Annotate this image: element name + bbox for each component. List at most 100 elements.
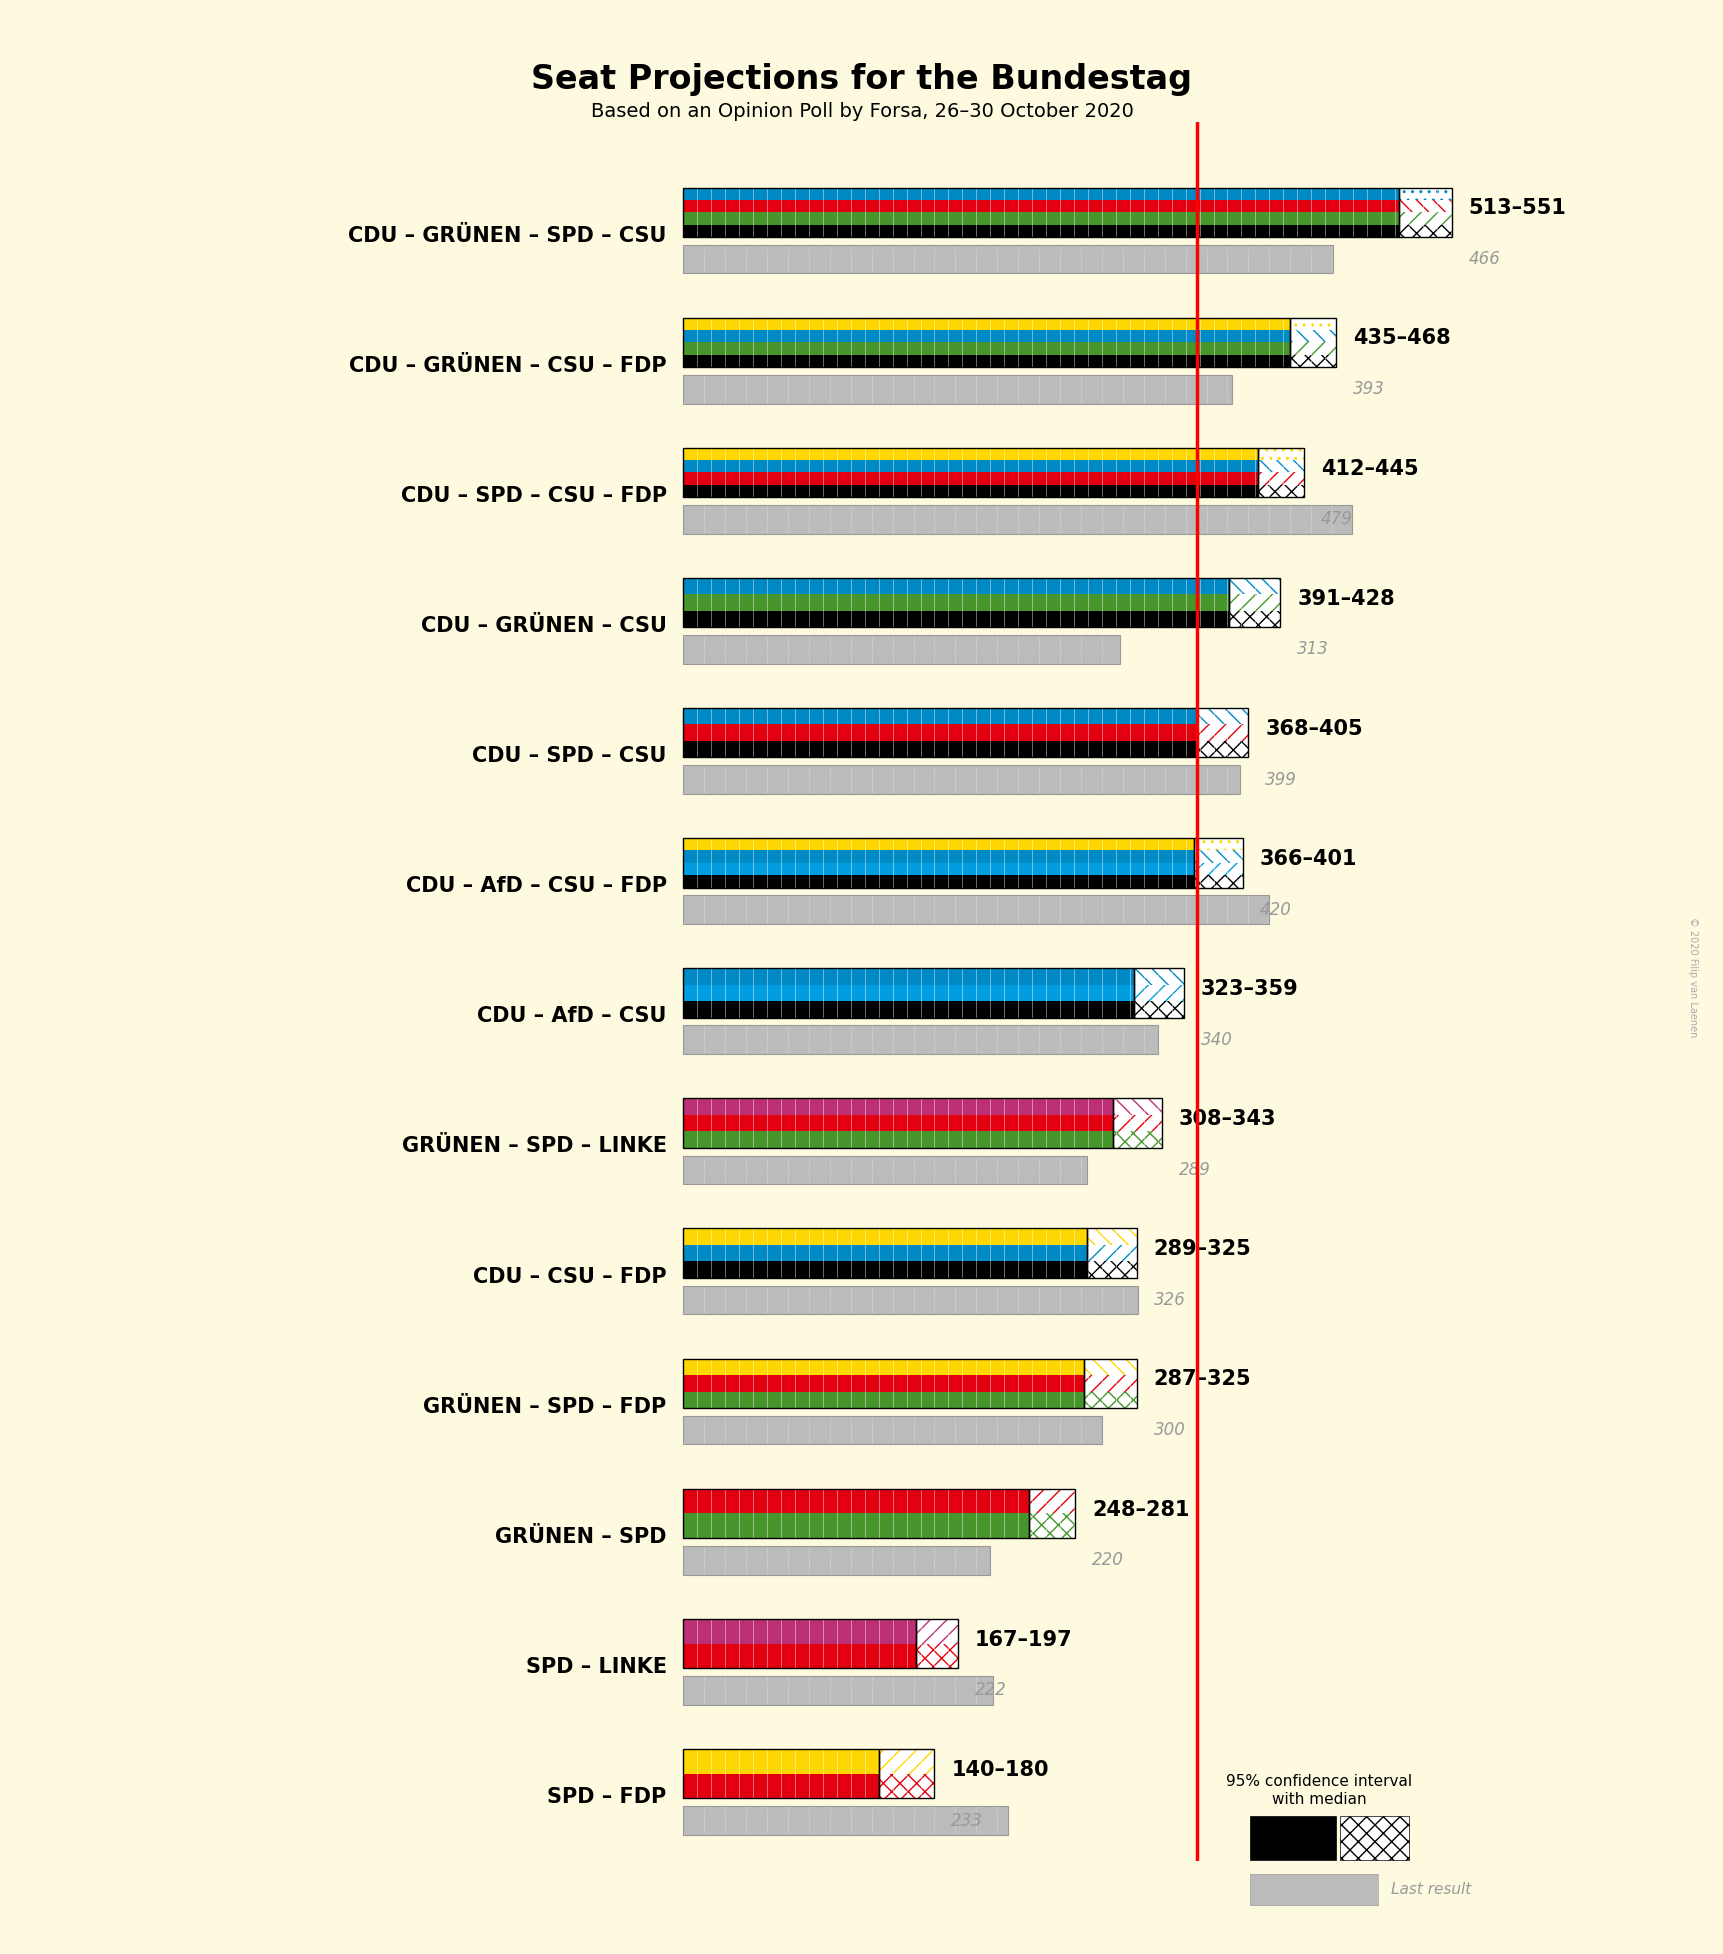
Bar xyxy=(879,1749,934,1774)
Text: 513–551: 513–551 xyxy=(1468,199,1566,219)
Bar xyxy=(682,1155,1085,1184)
Bar xyxy=(1258,459,1303,473)
Bar xyxy=(682,578,1228,594)
Text: 220: 220 xyxy=(1091,1551,1123,1569)
Text: 479: 479 xyxy=(1320,510,1353,528)
Bar xyxy=(682,1155,1085,1184)
Bar xyxy=(1289,356,1335,367)
Bar xyxy=(1113,1098,1161,1116)
Bar xyxy=(682,485,1258,496)
Bar xyxy=(1194,864,1242,875)
Bar xyxy=(682,1774,879,1798)
Text: 308–343: 308–343 xyxy=(1179,1110,1275,1129)
Bar xyxy=(682,1229,1085,1245)
Bar xyxy=(1085,1245,1135,1262)
Bar xyxy=(682,875,1194,887)
Bar xyxy=(682,707,1196,758)
Bar xyxy=(682,1026,1158,1053)
Text: CDU – SPD – CSU: CDU – SPD – CSU xyxy=(472,746,667,766)
Bar xyxy=(917,1618,958,1643)
Bar xyxy=(682,969,1134,1018)
Bar xyxy=(682,578,1228,627)
Bar xyxy=(1085,1262,1135,1278)
Bar xyxy=(1196,741,1247,758)
Bar xyxy=(682,1245,1085,1262)
Bar xyxy=(879,1774,934,1798)
Bar xyxy=(1399,188,1451,199)
Text: 140–180: 140–180 xyxy=(951,1761,1048,1780)
Bar xyxy=(1134,1000,1184,1018)
Bar xyxy=(1228,594,1280,612)
Bar xyxy=(682,199,1399,213)
Bar xyxy=(1228,594,1280,612)
Text: 248–281: 248–281 xyxy=(1091,1499,1189,1520)
Bar xyxy=(1289,319,1335,330)
Bar xyxy=(1258,485,1303,496)
Bar xyxy=(1228,612,1280,627)
Bar xyxy=(1134,969,1184,1018)
Bar xyxy=(1029,1514,1075,1538)
Bar xyxy=(1289,319,1335,367)
Bar xyxy=(879,1774,934,1798)
Bar xyxy=(1134,969,1184,985)
Text: 313: 313 xyxy=(1296,641,1328,658)
Bar xyxy=(1029,1489,1075,1538)
Bar xyxy=(682,1098,1113,1116)
Text: GRÜNEN – SPD – FDP: GRÜNEN – SPD – FDP xyxy=(424,1397,667,1417)
Bar xyxy=(1113,1116,1161,1131)
Bar xyxy=(682,741,1196,758)
Bar xyxy=(1134,969,1184,985)
Bar xyxy=(682,707,1196,725)
Text: GRÜNEN – SPD – LINKE: GRÜNEN – SPD – LINKE xyxy=(401,1137,667,1157)
Bar xyxy=(682,447,1258,496)
Text: CDU – GRÜNEN – CSU – FDP: CDU – GRÜNEN – CSU – FDP xyxy=(348,356,667,375)
Bar xyxy=(682,1514,1029,1538)
Bar xyxy=(917,1618,958,1669)
Bar xyxy=(1258,447,1303,496)
Bar xyxy=(682,1098,1113,1147)
Text: SPD – FDP: SPD – FDP xyxy=(548,1788,667,1807)
Bar xyxy=(879,1749,934,1798)
Bar xyxy=(682,635,1120,664)
Bar xyxy=(1339,1815,1408,1860)
Text: CDU – AfD – CSU – FDP: CDU – AfD – CSU – FDP xyxy=(405,875,667,897)
Bar xyxy=(1029,1514,1075,1538)
Text: 167–197: 167–197 xyxy=(975,1630,1072,1649)
Bar xyxy=(1113,1131,1161,1147)
Bar xyxy=(682,1286,1137,1315)
Bar xyxy=(1258,447,1303,459)
Bar xyxy=(1085,1262,1135,1278)
Bar xyxy=(682,838,1194,850)
Bar xyxy=(682,375,1230,404)
Bar xyxy=(682,1677,992,1704)
Bar xyxy=(682,342,1289,356)
Bar xyxy=(682,319,1289,367)
Bar xyxy=(1258,485,1303,496)
Bar xyxy=(1399,225,1451,236)
Bar xyxy=(682,1546,989,1575)
Bar xyxy=(1084,1358,1135,1376)
Bar xyxy=(682,244,1332,274)
Bar xyxy=(682,1358,1084,1409)
Bar xyxy=(1084,1391,1135,1409)
Bar xyxy=(1113,1098,1161,1147)
Bar xyxy=(682,459,1258,473)
Bar xyxy=(682,1618,917,1669)
Text: © 2020 Filip van Laenen: © 2020 Filip van Laenen xyxy=(1687,916,1697,1038)
Text: SPD – LINKE: SPD – LINKE xyxy=(526,1657,667,1677)
Bar xyxy=(1258,473,1303,485)
Text: 300: 300 xyxy=(1153,1421,1185,1440)
Text: 368–405: 368–405 xyxy=(1265,719,1361,739)
Bar xyxy=(682,1805,1008,1835)
Bar xyxy=(1085,1229,1135,1278)
Text: 222: 222 xyxy=(975,1680,1006,1700)
Text: 466: 466 xyxy=(1468,250,1499,268)
Text: 393: 393 xyxy=(1353,381,1384,399)
Bar xyxy=(682,1546,989,1575)
Bar xyxy=(682,504,1351,533)
Bar xyxy=(682,447,1258,459)
Bar xyxy=(682,1026,1158,1053)
Bar xyxy=(682,612,1228,627)
Bar xyxy=(1084,1376,1135,1391)
Bar xyxy=(682,725,1196,741)
